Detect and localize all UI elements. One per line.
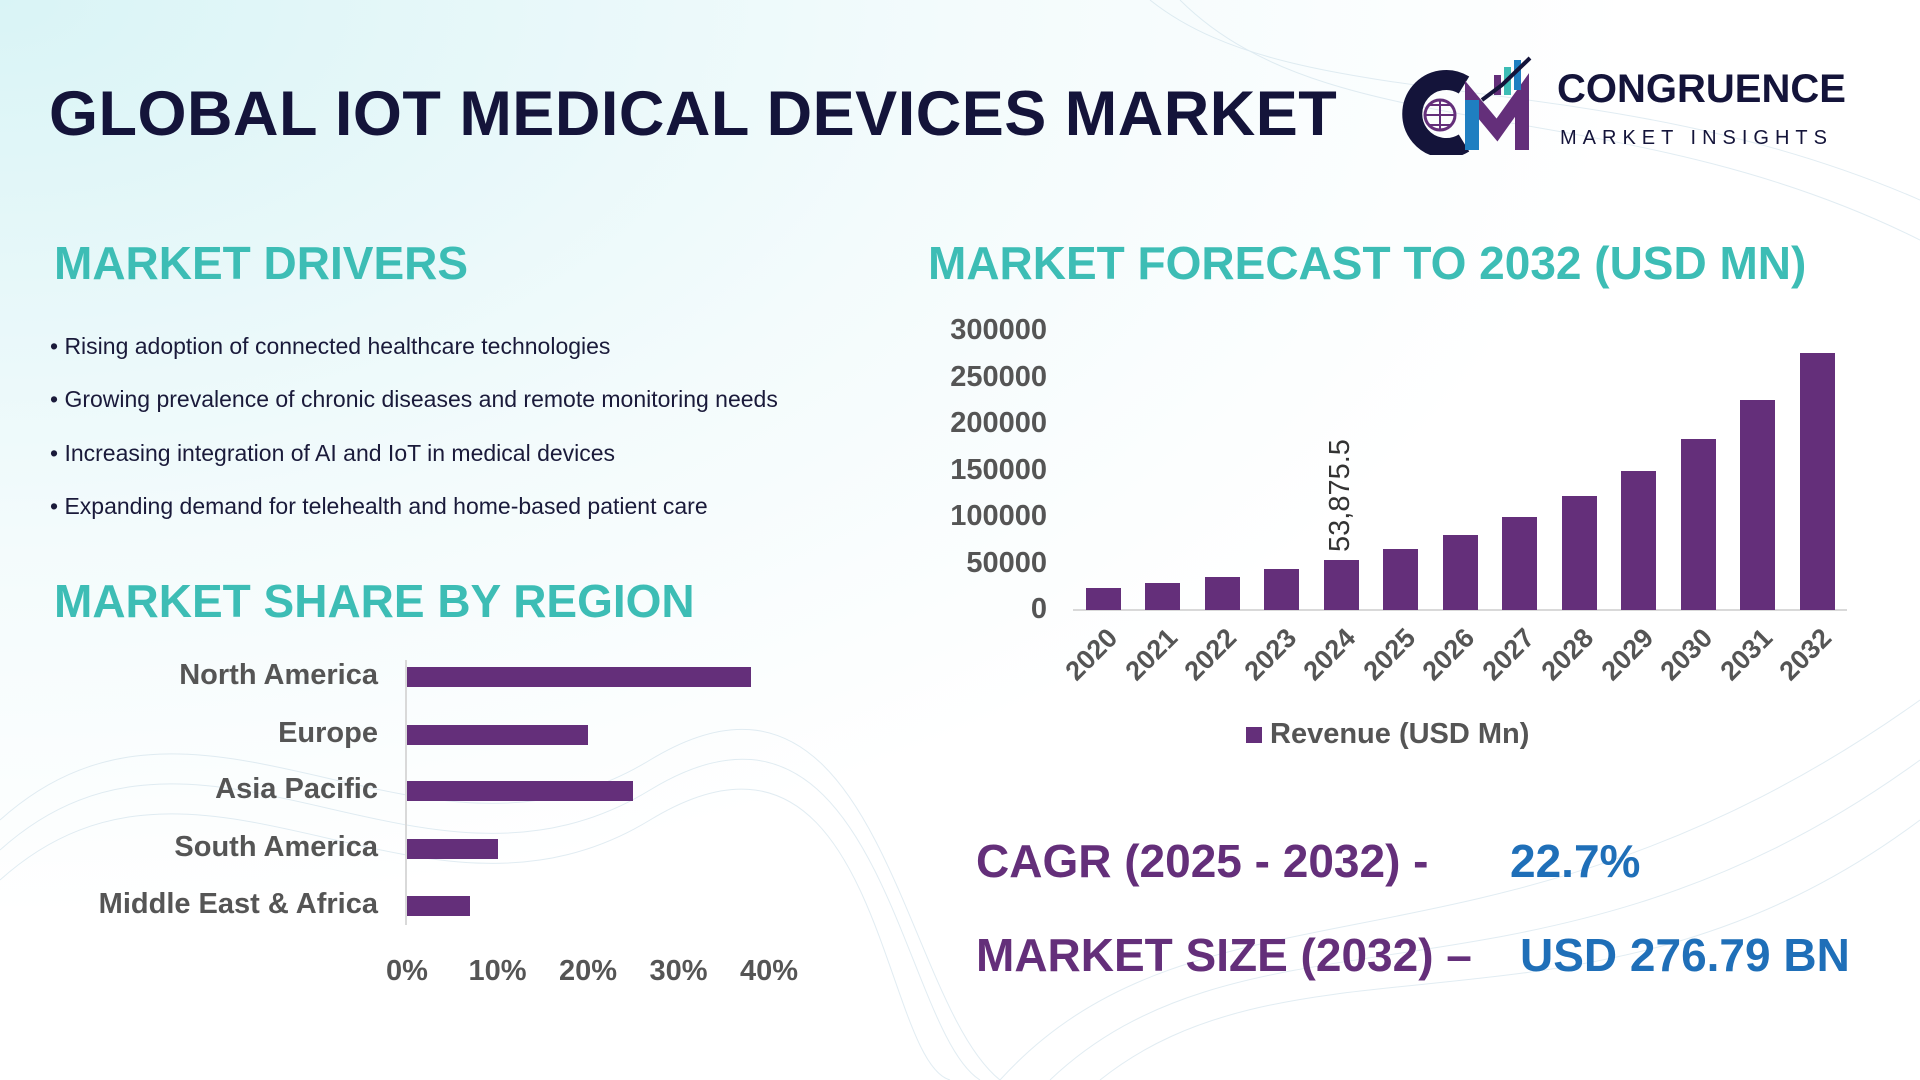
forecast-bar	[1680, 438, 1716, 610]
region-label: Asia Pacific	[215, 773, 378, 805]
forecast-bar	[1323, 559, 1359, 610]
forecast-y-tick: 200000	[950, 407, 1047, 439]
driver-item: • Expanding demand for telehealth and ho…	[50, 493, 708, 519]
forecast-chart-title: MARKET FORECAST TO 2032 (USD MN)	[928, 237, 1807, 289]
forecast-y-tick: 250000	[950, 360, 1047, 393]
forecast-bar	[1145, 583, 1180, 610]
logo-tagline: MARKET INSIGHTS	[1560, 127, 1833, 149]
region-x-tick: 10%	[468, 955, 527, 987]
forecast-bar	[1561, 496, 1597, 610]
forecast-bar	[1204, 576, 1240, 610]
forecast-y-tick: 300000	[950, 314, 1047, 346]
region-bar	[407, 667, 751, 687]
region-x-tick: 0%	[386, 955, 428, 987]
logo-brand: CONGRUENCE	[1557, 67, 1846, 111]
forecast-bar	[1383, 548, 1418, 610]
legend-label: Revenue (USD Mn)	[1270, 718, 1530, 750]
logo: CONGRUENCE MARKET INSIGHTS	[1402, 55, 1872, 155]
drivers-heading: MARKET DRIVERS	[54, 237, 469, 289]
forecast-bar	[1264, 569, 1299, 610]
region-label: South America	[174, 831, 378, 863]
region-axis-line	[405, 660, 407, 925]
forecast-data-label: 53,875.5	[1324, 439, 1356, 552]
forecast-bar	[1621, 470, 1656, 610]
forecast-axis-line	[1073, 609, 1847, 611]
forecast-y-tick: 150000	[950, 453, 1047, 486]
region-label: Europe	[278, 717, 378, 749]
market-size-label: MARKET SIZE (2032) –	[976, 929, 1472, 981]
cagr-label: CAGR (2025 - 2032) -	[976, 835, 1429, 887]
driver-item: • Rising adoption of connected healthcar…	[50, 333, 611, 359]
region-label: North America	[179, 659, 378, 691]
forecast-bar	[1740, 400, 1775, 610]
forecast-bar	[1799, 352, 1835, 610]
region-bar	[407, 781, 634, 801]
cagr-value: 22.7%	[1510, 835, 1641, 887]
region-bar	[407, 896, 471, 916]
forecast-y-tick: 100000	[950, 500, 1047, 532]
region-bar	[407, 725, 588, 745]
market-size-value: USD 276.79 BN	[1520, 929, 1850, 981]
forecast-bar	[1502, 517, 1537, 610]
region-bar	[407, 839, 498, 859]
page-title: GLOBAL IOT MEDICAL DEVICES MARKET	[49, 79, 1338, 149]
logo-mark-icon	[1402, 56, 1532, 155]
forecast-bar	[1085, 587, 1121, 610]
forecast-y-tick: 50000	[966, 546, 1047, 579]
region-label: Middle East & Africa	[98, 888, 378, 920]
forecast-y-tick: 0	[1030, 593, 1047, 625]
region-chart-title: MARKET SHARE BY REGION	[54, 575, 695, 627]
forecast-legend: Revenue (USD Mn)	[1246, 718, 1529, 751]
driver-item: • Increasing integration of AI and IoT i…	[50, 440, 616, 466]
region-x-tick: 40%	[739, 955, 799, 987]
legend-swatch	[1246, 726, 1262, 743]
region-x-tick: 30%	[649, 955, 708, 987]
region-x-tick: 20%	[558, 955, 618, 987]
driver-item: • Growing prevalence of chronic diseases…	[50, 386, 778, 412]
forecast-bar	[1442, 534, 1478, 610]
